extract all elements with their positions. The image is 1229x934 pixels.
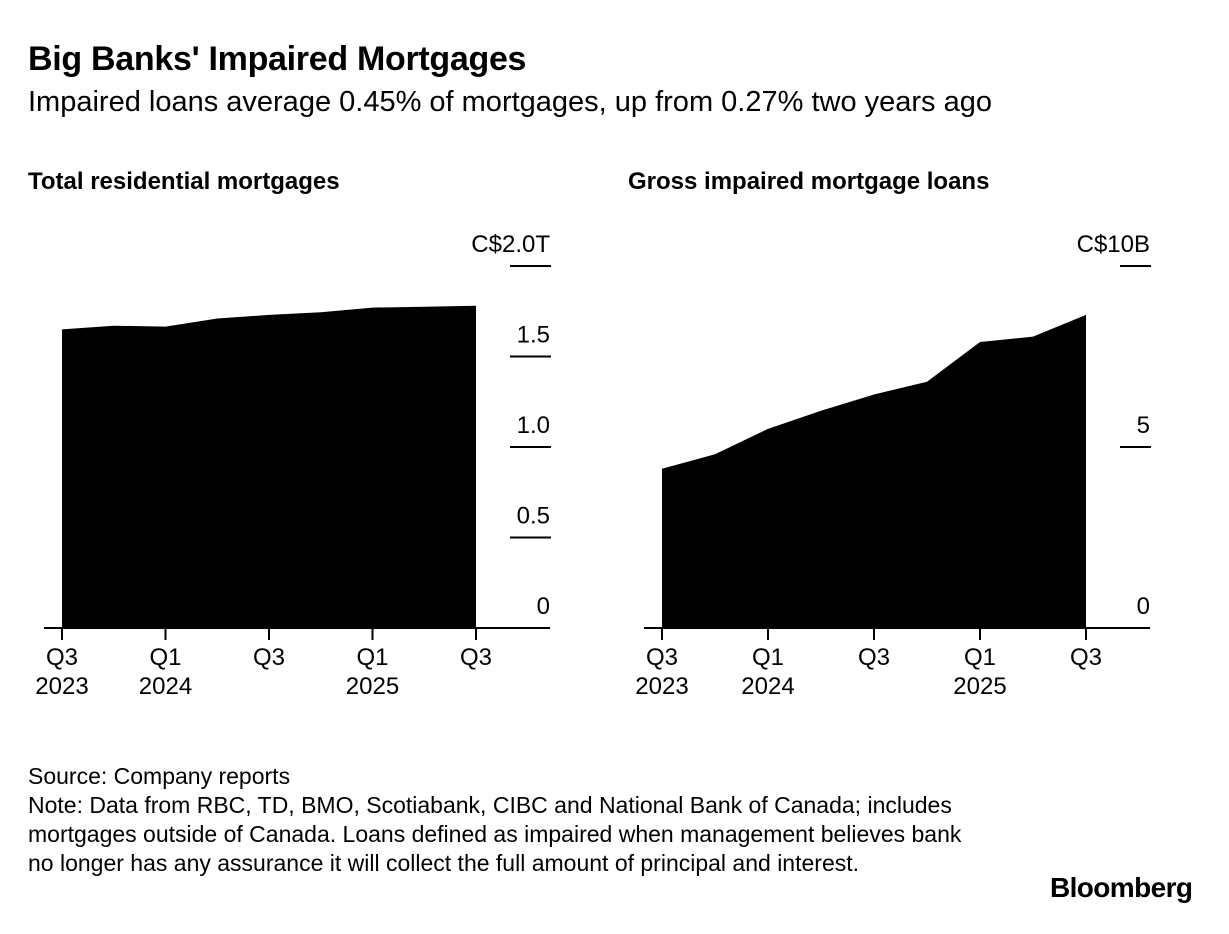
x-tick-label: Q3 [858, 644, 890, 671]
x-tick-label: Q1 [752, 644, 784, 671]
source-note: Source: Company reports [28, 763, 291, 789]
x-tick-label: Q1 [356, 644, 388, 671]
x-tick-label: Q3 [46, 644, 78, 671]
y-tick-label: C$2.0T [471, 231, 550, 258]
x-tick-year-label: 2025 [953, 673, 1006, 700]
y-tick-label: 1.5 [517, 322, 550, 349]
y-tick-label: 0.5 [517, 503, 550, 530]
footer: Source: Company reports Note: Data from … [28, 762, 988, 878]
x-tick-year-label: 2024 [741, 673, 794, 700]
x-tick-year-label: 2023 [35, 673, 88, 700]
chart-subtitle: Impaired loans average 0.45% of mortgage… [28, 86, 992, 118]
y-tick-label: 1.0 [517, 412, 550, 439]
y-tick-label: C$10B [1077, 231, 1150, 258]
x-tick-label: Q3 [253, 644, 285, 671]
panel-title-total-mortgages: Total residential mortgages [28, 168, 340, 195]
x-tick-year-label: 2023 [635, 673, 688, 700]
methodology-note: Note: Data from RBC, TD, BMO, Scotiabank… [28, 792, 962, 876]
x-tick-label: Q1 [964, 644, 996, 671]
y-tick-label: 0 [1137, 593, 1150, 620]
y-tick-label: 0 [537, 593, 550, 620]
x-tick-label: Q3 [1070, 644, 1102, 671]
x-tick-year-label: 2024 [139, 673, 192, 700]
area-series [662, 314, 1086, 628]
x-tick-label: Q1 [149, 644, 181, 671]
x-tick-label: Q3 [460, 644, 492, 671]
chart-title: Big Banks' Impaired Mortgages [28, 40, 527, 78]
area-series [62, 305, 476, 628]
panel-title-impaired-loans: Gross impaired mortgage loans [628, 168, 990, 195]
x-tick-label: Q3 [646, 644, 678, 671]
bloomberg-logo: Bloomberg [1050, 872, 1193, 903]
y-tick-label: 5 [1137, 412, 1150, 439]
x-tick-year-label: 2025 [346, 673, 399, 700]
